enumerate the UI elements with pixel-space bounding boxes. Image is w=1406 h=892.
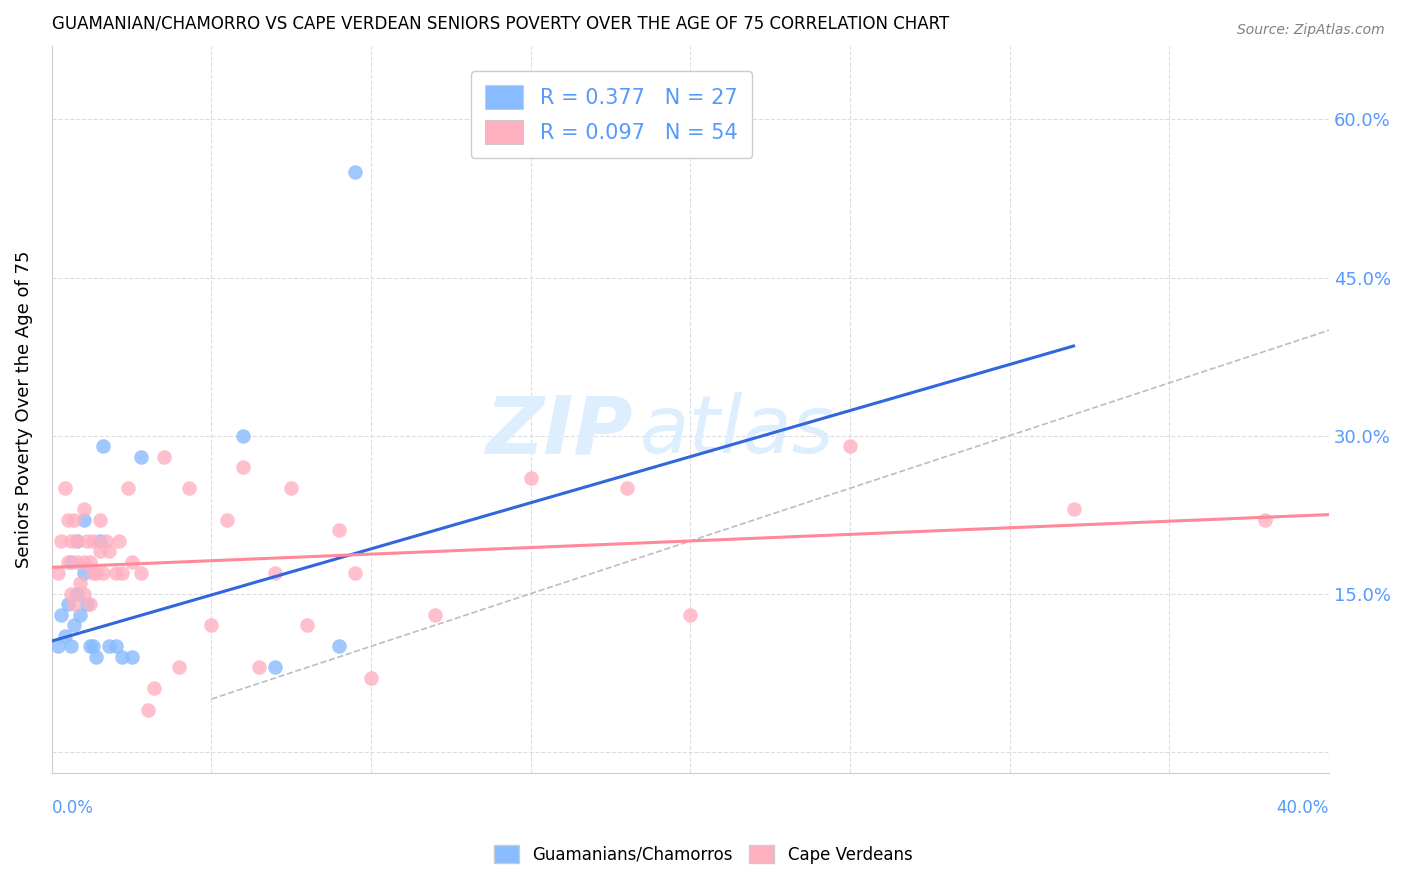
Point — [232, 460, 254, 475]
Point — [63, 597, 86, 611]
Point — [839, 439, 862, 453]
Point — [56, 513, 79, 527]
Point — [129, 450, 152, 464]
Point — [59, 555, 82, 569]
Point — [94, 533, 117, 548]
Point — [86, 566, 108, 580]
Point — [169, 660, 191, 674]
Point — [98, 640, 121, 654]
Point — [59, 587, 82, 601]
Point — [69, 607, 91, 622]
Point — [111, 566, 134, 580]
Point — [82, 533, 104, 548]
Point — [152, 450, 174, 464]
Point — [59, 533, 82, 548]
Point — [104, 566, 127, 580]
Point — [328, 640, 350, 654]
Point — [104, 640, 127, 654]
Point — [73, 502, 96, 516]
Point — [86, 649, 108, 664]
Text: 0.0%: 0.0% — [52, 798, 94, 817]
Point — [73, 555, 96, 569]
Y-axis label: Seniors Poverty Over the Age of 75: Seniors Poverty Over the Age of 75 — [15, 251, 32, 568]
Point — [121, 649, 143, 664]
Point — [73, 566, 96, 580]
Point — [117, 481, 139, 495]
Point — [295, 618, 318, 632]
Legend: Guamanians/Chamorros, Cape Verdeans: Guamanians/Chamorros, Cape Verdeans — [486, 838, 920, 871]
Point — [82, 640, 104, 654]
Point — [69, 576, 91, 591]
Point — [89, 513, 111, 527]
Point — [66, 555, 89, 569]
Point — [89, 533, 111, 548]
Point — [91, 566, 114, 580]
Point — [136, 702, 159, 716]
Point — [679, 607, 702, 622]
Point — [73, 513, 96, 527]
Point — [177, 481, 200, 495]
Point — [79, 640, 101, 654]
Point — [142, 681, 165, 696]
Point — [1063, 502, 1085, 516]
Point — [98, 544, 121, 558]
Point — [616, 481, 638, 495]
Point — [280, 481, 302, 495]
Point — [66, 533, 89, 548]
Point — [264, 566, 287, 580]
Point — [73, 587, 96, 601]
Text: 40.0%: 40.0% — [1277, 798, 1329, 817]
Point — [79, 597, 101, 611]
Point — [79, 555, 101, 569]
Point — [56, 555, 79, 569]
Point — [232, 428, 254, 442]
Point — [56, 597, 79, 611]
Point — [360, 671, 382, 685]
Point — [519, 471, 541, 485]
Point — [247, 660, 270, 674]
Point — [121, 555, 143, 569]
Point — [344, 566, 367, 580]
Point — [1254, 513, 1277, 527]
Text: Source: ZipAtlas.com: Source: ZipAtlas.com — [1237, 23, 1385, 37]
Point — [66, 587, 89, 601]
Point — [51, 607, 73, 622]
Point — [59, 640, 82, 654]
Text: GUAMANIAN/CHAMORRO VS CAPE VERDEAN SENIORS POVERTY OVER THE AGE OF 75 CORRELATIO: GUAMANIAN/CHAMORRO VS CAPE VERDEAN SENIO… — [52, 15, 949, 33]
Text: ZIP: ZIP — [485, 392, 633, 470]
Point — [264, 660, 287, 674]
Point — [200, 618, 222, 632]
Point — [53, 629, 76, 643]
Point — [111, 649, 134, 664]
Point — [89, 544, 111, 558]
Point — [82, 566, 104, 580]
Point — [217, 513, 239, 527]
Point — [46, 566, 69, 580]
Point — [107, 533, 129, 548]
Point — [51, 533, 73, 548]
Point — [328, 524, 350, 538]
Point — [76, 533, 98, 548]
Point — [91, 439, 114, 453]
Point — [129, 566, 152, 580]
Point — [46, 640, 69, 654]
Point — [66, 533, 89, 548]
Point — [76, 597, 98, 611]
Text: atlas: atlas — [640, 392, 834, 470]
Point — [344, 165, 367, 179]
Point — [63, 618, 86, 632]
Point — [53, 481, 76, 495]
Legend: R = 0.377   N = 27, R = 0.097   N = 54: R = 0.377 N = 27, R = 0.097 N = 54 — [471, 70, 752, 159]
Point — [423, 607, 446, 622]
Point — [63, 513, 86, 527]
